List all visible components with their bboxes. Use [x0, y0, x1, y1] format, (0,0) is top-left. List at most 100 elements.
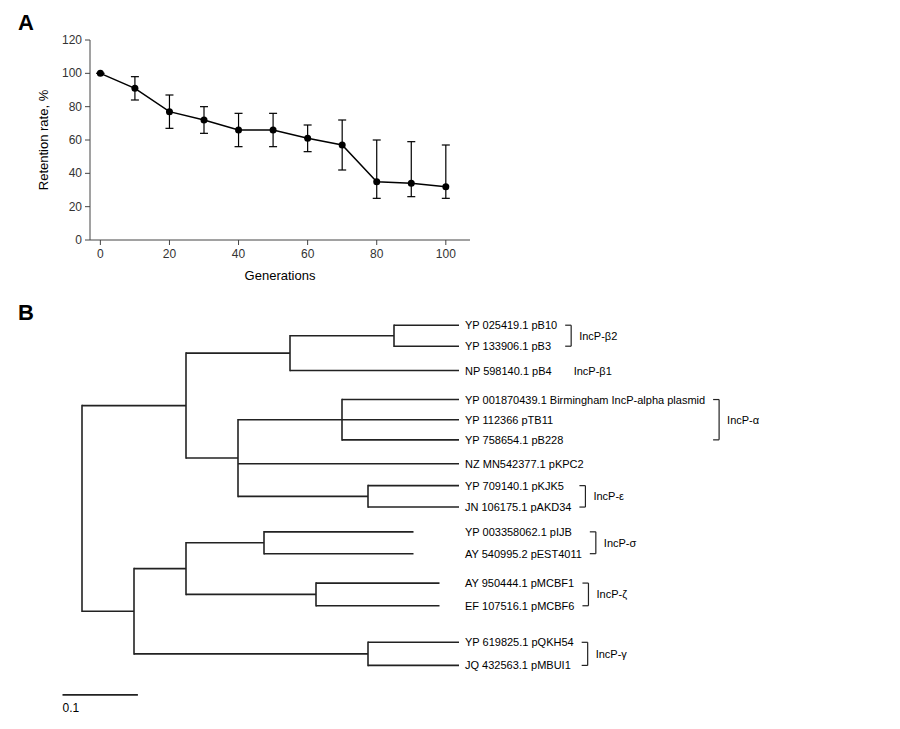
branch: [368, 485, 459, 487]
group-label: IncP-β1: [574, 365, 612, 377]
leaf-label: AY 950444.1 pMCBF1: [465, 577, 574, 589]
branch: [368, 641, 459, 643]
y-tick: [85, 140, 90, 141]
data-point: [97, 70, 104, 77]
x-tick: [307, 240, 308, 245]
panel-label: A: [18, 10, 34, 35]
error-cap: [304, 124, 312, 125]
leaf-label: EF 107516.1 pMCBF6: [465, 600, 574, 612]
x-tick-label: 60: [301, 247, 315, 261]
error-cap: [200, 133, 208, 134]
branch: [186, 542, 264, 544]
y-tick-label: 40: [69, 166, 83, 180]
branch: [264, 553, 414, 555]
error-bar: [131, 77, 139, 100]
bracket-end: [582, 642, 588, 643]
leaf-label: JN 106175.1 pAKD34: [465, 501, 571, 513]
group-label: IncP-σ: [604, 537, 637, 549]
error-line: [411, 142, 412, 197]
branch: [238, 463, 459, 465]
data-point: [442, 183, 449, 190]
error-bar: [304, 125, 312, 152]
branch: [394, 345, 459, 347]
series-line: [100, 73, 445, 186]
error-cap: [165, 94, 173, 95]
branch: [186, 594, 316, 596]
error-bar: [200, 107, 208, 134]
bracket-end: [582, 582, 588, 583]
error-cap: [304, 151, 312, 152]
branch: [316, 605, 440, 607]
branch: [238, 419, 342, 421]
x-tick: [376, 240, 377, 245]
branch: [368, 665, 459, 667]
error-bar: [165, 95, 173, 128]
data-point: [373, 178, 380, 185]
y-tick-label: 60: [69, 133, 83, 147]
bracket-end: [565, 325, 571, 326]
x-tick: [169, 240, 170, 245]
x-tick-label: 100: [436, 247, 456, 261]
error-cap: [269, 113, 277, 114]
error-cap: [131, 99, 139, 100]
group-label: IncP-ζ: [596, 588, 627, 600]
x-tick-label: 80: [370, 247, 384, 261]
x-tick: [100, 240, 101, 245]
tree: [82, 325, 459, 665]
error-bar: [373, 140, 381, 198]
group-label: IncP-β2: [579, 330, 617, 342]
group-label: IncP-α: [727, 414, 760, 426]
bracket-end: [713, 399, 719, 400]
leaf-label: AY 540995.2 pEST4011: [465, 548, 582, 560]
error-cap: [235, 113, 243, 114]
y-tick-label: 120: [62, 33, 82, 47]
branch: [368, 506, 459, 508]
branch: [134, 568, 186, 570]
y-tick: [85, 173, 90, 174]
error-line: [445, 145, 446, 198]
error-cap: [407, 196, 415, 197]
branch: [81, 406, 83, 612]
bracket-end: [590, 553, 596, 554]
bracket-end: [590, 531, 596, 532]
group-bracket: [582, 642, 588, 665]
bracket-end: [579, 485, 585, 486]
y-tick-label: 100: [62, 66, 82, 80]
plot-data: [96, 70, 449, 199]
scale-bar: [63, 694, 138, 696]
group-label: IncP-ε: [593, 490, 624, 502]
branch: [82, 610, 134, 612]
y-tick: [85, 240, 90, 241]
leaf-label: JQ 432563.1 pMBUI1: [465, 659, 571, 671]
bracket-bar: [571, 325, 572, 346]
x-tick-label: 0: [97, 247, 104, 261]
bracket-end: [713, 439, 719, 440]
figure: A020406080100020406080100120GenerationsR…: [0, 0, 900, 729]
error-bar: [407, 142, 415, 197]
branch: [342, 439, 459, 441]
error-bar: [235, 113, 243, 146]
error-cap: [442, 144, 450, 145]
error-cap: [200, 106, 208, 107]
error-cap: [442, 198, 450, 199]
branch: [186, 457, 238, 459]
leaf-label: YP 025419.1 pB10: [465, 319, 557, 331]
x-tick-label: 40: [232, 247, 246, 261]
y-tick-label: 80: [69, 100, 83, 114]
error-cap: [407, 141, 415, 142]
y-tick: [85, 40, 90, 41]
branch: [290, 335, 394, 337]
y-tick-label: 20: [69, 200, 83, 214]
leaf-label: YP 001870439.1 Birmingham IncP-alpha pla…: [465, 394, 705, 406]
y-tick: [85, 106, 90, 107]
group-bracket: [565, 325, 571, 346]
branch: [342, 419, 459, 421]
group-bracket: [590, 532, 596, 554]
branch: [316, 582, 440, 584]
leaf-label: YP 758654.1 pB228: [465, 434, 563, 446]
x-axis-label: Generations: [245, 268, 316, 283]
data-point: [408, 180, 415, 187]
y-tick-label: 0: [75, 233, 82, 247]
bracket-bar: [587, 642, 588, 665]
group-bracket: [582, 583, 588, 606]
